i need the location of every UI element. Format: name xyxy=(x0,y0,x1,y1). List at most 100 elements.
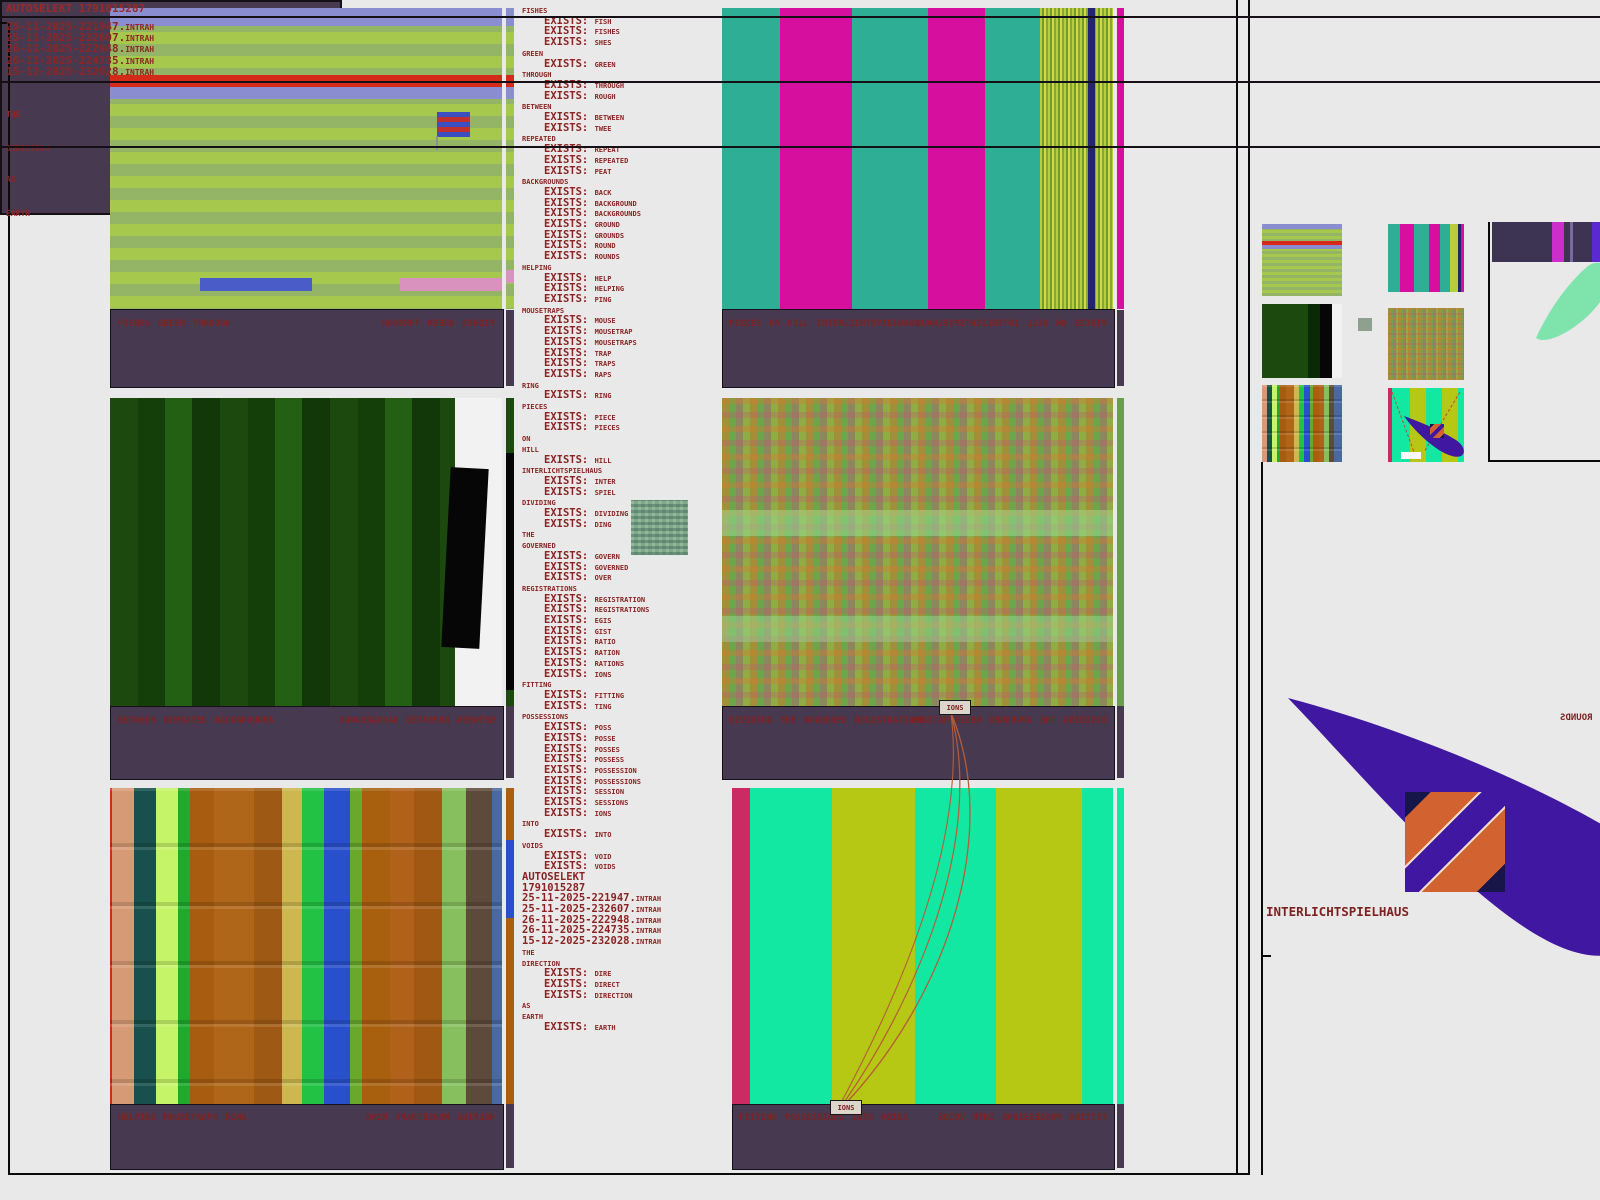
exists-entry: EXISTS: traps xyxy=(544,357,616,370)
image-panel-fishes-green-through[interactable] xyxy=(110,8,502,309)
exists-entry: EXISTS: void xyxy=(544,849,612,862)
exists-entry: EXISTS: registrations xyxy=(544,603,650,616)
exists-entry: EXISTS: into xyxy=(544,828,612,841)
pink-stripe-segment xyxy=(400,278,502,291)
exists-entry: EXISTS: ration xyxy=(544,646,620,659)
exists-entry: EXISTS: direct xyxy=(544,977,620,990)
exists-entry: EXISTS: dividing xyxy=(544,507,629,520)
autoselekt-line: 25-11-2025-232607.intrah xyxy=(522,903,662,916)
thin-line xyxy=(1570,222,1573,262)
word-list-entry: hill xyxy=(522,442,539,455)
exists-entry: EXISTS: fitting xyxy=(544,689,625,701)
teal-cone-shape xyxy=(1536,262,1600,340)
exists-entry: EXISTS: grounds xyxy=(544,228,625,241)
caption-text-mirrored: pieces on hill interlichtspielhaus xyxy=(916,314,1107,329)
thumbnail-fishes[interactable] xyxy=(1262,224,1342,296)
word-list-entry: governed xyxy=(522,539,556,552)
exists-entry: EXISTS: repeated xyxy=(544,153,629,166)
autoselekt-line: 25-11-2025-221947.intrah xyxy=(522,892,662,905)
word-list-entry: mousetraps xyxy=(522,303,565,316)
exists-entry: EXISTS: rounds xyxy=(544,250,620,263)
thumbnail-between[interactable] xyxy=(1262,304,1342,378)
fold-strip xyxy=(506,398,514,706)
image-panel-helping-mousetraps[interactable] xyxy=(110,788,502,1104)
word-list-entry: possessions xyxy=(522,710,569,723)
exists-entry: EXISTS: pieces xyxy=(544,421,620,434)
exists-entry: EXISTS: peat xyxy=(544,164,612,177)
caption-text: fishes green through xyxy=(118,314,231,329)
cone-caption: INTERLICHTSPIELHAUS xyxy=(1266,904,1409,919)
exists-entry: EXISTS: govern xyxy=(544,549,620,562)
exists-entry: EXISTS: background xyxy=(544,196,637,209)
exists-entry: EXISTS: shes xyxy=(544,36,612,49)
caption-text: fitting possessions into voids xyxy=(739,1108,908,1123)
mini-striped-square xyxy=(1430,424,1444,438)
ions-token-registrations[interactable]: ions xyxy=(939,700,971,715)
exists-entry: EXISTS: direction xyxy=(544,988,633,1001)
fold-strip xyxy=(1117,788,1124,1104)
word-list-entry: the xyxy=(522,945,535,958)
exists-entry: EXISTS: help xyxy=(544,271,612,284)
thumbnail-helping[interactable] xyxy=(1262,385,1342,462)
word-list-entry: ring xyxy=(522,378,539,391)
file-item[interactable]: 26-11-2025-224735.intrah xyxy=(6,53,155,67)
file-item[interactable]: 25-11-2025-221947.intrah xyxy=(6,20,155,33)
exists-entry: EXISTS: ground xyxy=(544,218,620,231)
caption-bar-helping: helping mousetraps ring helping mousetra… xyxy=(110,1104,504,1170)
image-panel-pieces-on-hill[interactable] xyxy=(722,8,1113,309)
flag-icon xyxy=(437,112,470,137)
exists-entry: EXISTS: possess xyxy=(544,753,625,766)
caption-bar-pieces: pieces on hill interlichtspielhaus piece… xyxy=(722,309,1115,388)
white-bar-marker xyxy=(1401,452,1421,459)
file-item[interactable]: 15-12-2025-232028.intrah xyxy=(6,64,155,78)
image-panel-between-repeated[interactable] xyxy=(110,398,502,706)
exists-entry: EXISTS: helping xyxy=(544,282,625,295)
thin-stripe-zone xyxy=(1040,8,1113,309)
flag-pole xyxy=(436,136,438,150)
ions-token-possessions[interactable]: ions xyxy=(830,1100,862,1115)
word-list-entry: registrations xyxy=(522,581,577,594)
exists-entry: EXISTS: hill xyxy=(544,453,612,466)
thumb-divider-horizontal xyxy=(1488,460,1600,462)
thumbnail-dividing[interactable] xyxy=(1388,308,1464,380)
autoselekt-line: 26-11-2025-224735.intrah xyxy=(522,924,662,937)
exists-entry: EXISTS: mousetrap xyxy=(544,325,633,338)
exists-entry: EXISTS: back xyxy=(544,185,612,198)
exists-entry: EXISTS: fish xyxy=(544,14,612,27)
exists-entry: EXISTS: poss xyxy=(544,721,612,734)
word-list-entry: earth xyxy=(522,1010,544,1023)
fold-strip xyxy=(506,706,514,778)
word-list-entry: green xyxy=(522,46,544,59)
exists-entry: EXISTS: egis xyxy=(544,614,612,627)
divider xyxy=(0,81,1600,83)
mirrored-rounds-label: rounds xyxy=(1560,708,1593,723)
exists-entry: EXISTS: rations xyxy=(544,656,625,669)
caption-text: dividing the governed registrations xyxy=(729,711,925,726)
word-list-entry: backgrounds xyxy=(522,175,569,188)
word-list-entry: dividing xyxy=(522,496,556,509)
caption-text: pieces on hill interlichtspielhaus xyxy=(729,314,920,329)
exists-entry: EXISTS: spiel xyxy=(544,485,616,498)
exists-entry: EXISTS: piece xyxy=(544,410,616,423)
word-list-entry: fishes xyxy=(522,4,548,16)
fold-strip xyxy=(1117,8,1124,309)
exists-entry: EXISTS: ions xyxy=(544,667,612,680)
thumbnail-pieces[interactable] xyxy=(1388,224,1464,292)
word-list-entry: direction xyxy=(522,956,560,969)
sidebar-file-list: 25-11-2025-221947.intrah 25-11-2025-23260… xyxy=(6,21,154,77)
divider xyxy=(0,16,1600,18)
image-panel-fitting-possessions[interactable] xyxy=(732,788,1113,1104)
thumbnail-dark-box[interactable] xyxy=(1492,222,1600,262)
exists-entry: EXISTS: ring xyxy=(544,389,612,402)
word-list-entry: voids xyxy=(522,838,544,851)
fold-strip xyxy=(1117,1104,1124,1168)
section-line: as xyxy=(6,172,16,186)
dashed-connector-lines xyxy=(1391,391,1461,453)
file-item[interactable]: 25-11-2025-232607.intrah xyxy=(6,31,155,45)
exists-entry: EXISTS: ding xyxy=(544,517,612,530)
caption-text: between repeated backgrounds xyxy=(118,711,274,726)
exists-entry: EXISTS: dire xyxy=(544,967,612,980)
image-panel-dividing-governed[interactable] xyxy=(722,398,1113,706)
exists-entry: EXISTS: mousetraps xyxy=(544,335,637,348)
file-item[interactable]: 26-11-2025-222948.intrah xyxy=(6,42,155,56)
